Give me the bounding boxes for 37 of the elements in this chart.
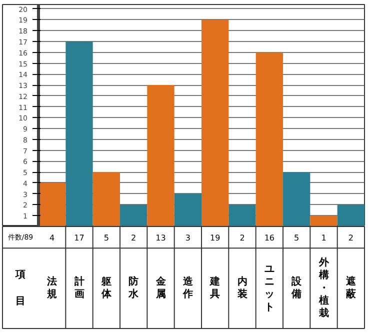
x-tick-label: ユニット: [264, 264, 274, 313]
bar: [337, 204, 364, 226]
bar: [256, 52, 283, 226]
x-tick-label: 躯体: [100, 275, 112, 300]
data-label: 4: [50, 233, 55, 242]
bar: [174, 194, 202, 226]
text: 項目: [16, 270, 26, 307]
bar: [228, 204, 256, 226]
data-label: 17: [74, 233, 84, 242]
data-label: 13: [156, 233, 166, 242]
x-tick-label: 設備: [290, 275, 303, 300]
bar: [283, 172, 310, 226]
x-tick-label: 法規: [46, 275, 58, 300]
data-label: 5: [104, 233, 109, 242]
bar: [310, 216, 338, 226]
x-tick-label: 内装: [236, 275, 248, 300]
x-tick-label: 防水: [128, 275, 140, 300]
data-label: 2: [240, 233, 245, 242]
bar: [38, 182, 66, 226]
data-label: 2: [348, 233, 354, 242]
x-tick-label: 造作: [182, 275, 194, 300]
bar: [66, 42, 93, 226]
data-label: 19: [210, 233, 220, 242]
x-tick-label: 計画: [73, 275, 84, 300]
x-tick-label: 建具: [209, 275, 220, 300]
bar: [120, 204, 148, 226]
x-tick-label: 外構・植栽: [318, 256, 330, 320]
data-label: 3: [185, 233, 190, 242]
x-tick-label: 金属: [154, 275, 167, 300]
bar: [147, 85, 174, 226]
data-label: 1: [321, 233, 326, 242]
data-label: 16: [264, 233, 275, 242]
bar: [202, 20, 229, 226]
x-tick-label: 遮蔽: [344, 275, 357, 300]
data-label: 5: [294, 233, 300, 242]
data-label: 2: [131, 233, 136, 242]
bar: [92, 172, 120, 226]
